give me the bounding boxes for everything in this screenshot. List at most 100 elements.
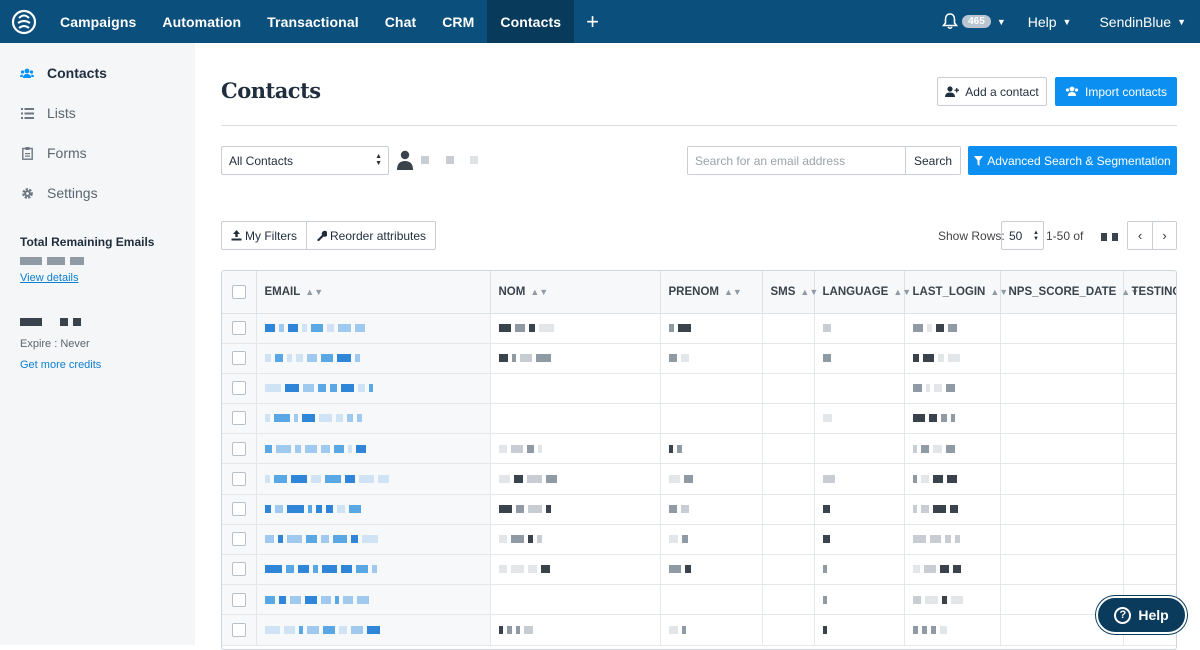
- nav-transactional[interactable]: Transactional: [267, 13, 359, 30]
- table-row[interactable]: [222, 463, 1176, 495]
- search-button[interactable]: Search: [905, 147, 960, 174]
- row-checkbox[interactable]: [231, 411, 246, 426]
- email-search: Search: [687, 146, 961, 175]
- redacted-pixel: [278, 595, 286, 604]
- my-filters-button[interactable]: My Filters: [222, 222, 306, 249]
- help-chat-button[interactable]: ? Help: [1096, 596, 1187, 634]
- row-checkbox[interactable]: [231, 320, 246, 335]
- redacted-pixel: [952, 565, 961, 574]
- next-page-button[interactable]: ›: [1152, 222, 1176, 249]
- cell-testing: [1123, 524, 1176, 556]
- column-header-language[interactable]: LANGUAGE ▲▼: [814, 271, 911, 314]
- redacted-pixel: [920, 474, 929, 483]
- help-menu[interactable]: Help ▼: [1014, 0, 1086, 43]
- add-plus-icon[interactable]: +: [586, 8, 599, 34]
- sendinblue-logo-icon[interactable]: [0, 0, 47, 43]
- redacted-pixel: [293, 414, 298, 423]
- redacted-pixel: [537, 444, 542, 453]
- redacted-pixel: [680, 354, 689, 363]
- table-row[interactable]: [222, 403, 1176, 435]
- table-row[interactable]: [222, 433, 1176, 465]
- redacted-pixel: [945, 444, 955, 453]
- redacted-pixel: [329, 384, 337, 393]
- get-more-credits-link[interactable]: Get more credits: [20, 359, 102, 371]
- table-row[interactable]: [222, 554, 1176, 586]
- table-row[interactable]: [222, 524, 1176, 556]
- redacted-pixel: [676, 444, 682, 453]
- import-contacts-button[interactable]: Import contacts: [1055, 77, 1177, 106]
- redacted-pixel: [324, 474, 341, 483]
- redacted-pixel: [684, 565, 691, 574]
- reorder-attributes-button[interactable]: Reorder attributes: [306, 222, 435, 249]
- table-row[interactable]: [222, 584, 1176, 616]
- email-search-input[interactable]: [688, 147, 905, 174]
- redacted-pixel: [336, 354, 351, 363]
- table-row[interactable]: [222, 313, 1176, 344]
- rows-per-page-select[interactable]: 50 ▲ ▼: [1001, 221, 1044, 250]
- redacted-pixel: [304, 444, 317, 453]
- prev-page-button[interactable]: ‹: [1128, 222, 1152, 249]
- nav-chat[interactable]: Chat: [384, 13, 417, 30]
- column-header-last-login[interactable]: LAST_LOGIN ▲▼: [904, 271, 1008, 314]
- redacted-pixel: [528, 323, 535, 332]
- column-header-sms[interactable]: SMS ▲▼: [762, 271, 818, 314]
- redacted-pixel: [954, 535, 960, 544]
- redacted-pixel: [668, 625, 678, 634]
- row-checkbox[interactable]: [231, 562, 246, 577]
- redacted-pixel: [949, 504, 958, 513]
- row-checkbox[interactable]: [231, 471, 246, 486]
- table-row[interactable]: [222, 373, 1176, 405]
- redacted-pixel: [681, 535, 688, 544]
- table-row[interactable]: [222, 494, 1176, 525]
- redacted-pixel: [514, 323, 525, 332]
- redacted-pixel: [283, 625, 295, 634]
- column-header-prenom[interactable]: PRENOM ▲▼: [660, 271, 763, 314]
- nav-campaigns[interactable]: Campaigns: [60, 13, 137, 30]
- pagination: ‹ ›: [1127, 221, 1177, 250]
- sidebar-item-forms[interactable]: Forms: [0, 133, 195, 173]
- advanced-search-button[interactable]: Advanced Search & Segmentation: [968, 146, 1177, 175]
- row-checkbox[interactable]: [231, 532, 246, 547]
- redacted-pixel: [356, 414, 362, 423]
- column-header-testing[interactable]: TESTING: [1123, 271, 1176, 314]
- redacted-pixel: [935, 323, 944, 332]
- sidebar-item-lists[interactable]: Lists: [0, 93, 195, 133]
- redacted-pixel: [540, 565, 550, 574]
- column-header-email[interactable]: EMAIL ▲▼: [256, 271, 491, 314]
- nav-contacts[interactable]: Contacts: [487, 0, 575, 43]
- redacted-pixel: [680, 504, 689, 513]
- row-checkbox[interactable]: [231, 441, 246, 456]
- nav-automation[interactable]: Automation: [162, 13, 242, 30]
- redacted-pixel: [498, 323, 511, 332]
- redacted-pixel: [506, 625, 512, 634]
- row-checkbox[interactable]: [231, 622, 246, 637]
- row-checkbox[interactable]: [231, 351, 246, 366]
- row-checkbox[interactable]: [231, 501, 246, 516]
- cell-prenom: [660, 313, 763, 344]
- row-checkbox[interactable]: [231, 381, 246, 396]
- table-row[interactable]: [222, 614, 1176, 646]
- redacted-pixel: [950, 414, 955, 423]
- redacted-pixel: [354, 354, 360, 363]
- bell-icon: [942, 13, 959, 30]
- row-checkbox[interactable]: [231, 592, 246, 607]
- column-header-nom[interactable]: NOM ▲▼: [490, 271, 661, 314]
- import-contacts-label: Import contacts: [1084, 84, 1168, 99]
- column-header-nps-score-date[interactable]: NPS_SCORE_DATE ▲▼: [1000, 271, 1139, 314]
- chevron-right-icon: ›: [1162, 228, 1167, 243]
- cell-prenom: [660, 584, 763, 616]
- table-row[interactable]: [222, 343, 1176, 374]
- redacted-pixel: [301, 414, 315, 423]
- contact-list-select[interactable]: All Contacts ▲ ▼: [221, 146, 389, 175]
- add-contact-button[interactable]: Add a contact: [937, 77, 1047, 106]
- select-all-checkbox[interactable]: [231, 284, 246, 299]
- nav-crm[interactable]: CRM: [442, 13, 475, 30]
- sidebar-item-contacts[interactable]: Contacts: [0, 53, 195, 93]
- account-menu[interactable]: SendinBlue ▼: [1085, 0, 1200, 43]
- redacted-pixel: [513, 474, 523, 483]
- sidebar-item-settings[interactable]: Settings: [0, 173, 195, 213]
- view-details-link[interactable]: View details: [20, 272, 79, 284]
- notifications-button[interactable]: 465 ▼: [942, 13, 1014, 30]
- chevron-down-icon: ▼: [996, 16, 1006, 27]
- redacted-pixel: [342, 595, 353, 604]
